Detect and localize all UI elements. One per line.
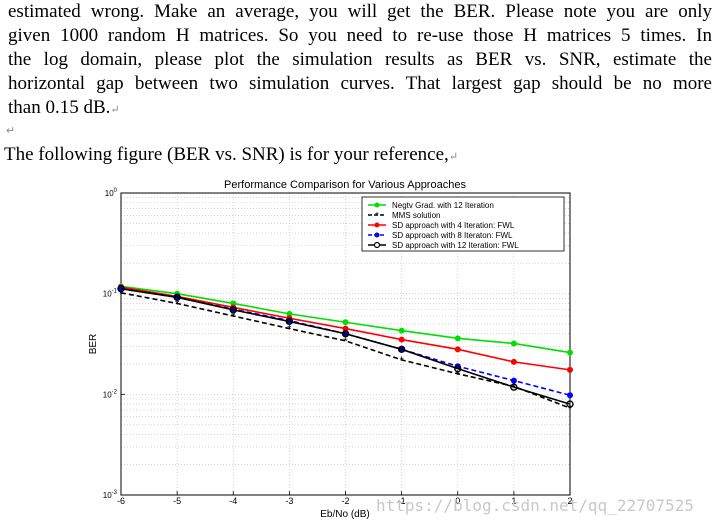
text-line-3: the log domain, please plot the simulati…	[8, 49, 712, 70]
data-point	[567, 366, 573, 373]
legend-marker	[373, 241, 381, 249]
data-point	[454, 346, 461, 353]
chart-series: *********	[117, 283, 574, 415]
text-line-5-content: than 0.15 dB.	[8, 97, 111, 118]
data-point	[342, 325, 349, 332]
data-point	[286, 310, 293, 317]
data-point: *	[343, 336, 348, 348]
legend-marker	[374, 232, 380, 238]
data-point	[117, 285, 125, 293]
x-tick-label: 1	[511, 496, 516, 506]
data-point	[510, 377, 517, 384]
data-point	[567, 392, 573, 399]
text-line-1: estimated wrong. Make an average, you wi…	[8, 1, 712, 22]
data-point	[285, 317, 294, 326]
reference-paragraph-mark-icon: ↵	[448, 151, 459, 163]
data-point	[510, 358, 517, 365]
legend-marker	[374, 202, 380, 208]
chart-legend: Negtv Grad. with 12 Iteration * MMS soluti…	[361, 196, 565, 252]
reference-text-line: The following figure (BER vs. SNR) is fo…	[4, 144, 458, 166]
y-tick-label: 10-1	[103, 289, 118, 299]
legend-entry: SD approach with 4 Iteration: FWL	[368, 221, 515, 230]
empty-line-mark-icon: ↵	[6, 125, 16, 137]
legend-label: SD approach with 8 Iteraton: FWL	[392, 231, 513, 240]
x-axis-ticks: -6 -5 -4 -3 -2 -1 0 1 2	[117, 491, 573, 506]
legend-entry: Negtv Grad. with 12 Iteration	[368, 201, 494, 210]
series-5	[117, 285, 574, 408]
data-point	[567, 349, 573, 356]
y-axis-label: BER	[88, 334, 99, 355]
series-3	[118, 284, 573, 373]
data-point	[398, 336, 405, 343]
legend-entry: * MMS solution	[368, 211, 440, 222]
data-point	[566, 400, 574, 408]
data-point: *	[568, 403, 573, 415]
legend-label: MMS solution	[392, 211, 440, 220]
data-point	[229, 306, 237, 314]
text-line-4: horizontal gap between two simulation cu…	[8, 73, 712, 94]
paragraph: estimated wrong. Make an average, you wi…	[8, 0, 712, 122]
x-tick-label: -3	[285, 496, 293, 506]
reference-text: The following figure (BER vs. SNR) is fo…	[4, 144, 449, 165]
data-point	[173, 293, 181, 302]
y-tick-label: 10-2	[103, 389, 118, 399]
data-point: *	[231, 311, 236, 323]
legend-label: SD approach with 12 Iteration: FWL	[392, 241, 519, 250]
data-point: *	[456, 369, 461, 381]
series-line	[120, 287, 571, 405]
y-tick-label: 100	[105, 188, 118, 198]
data-point	[398, 327, 405, 334]
data-point: *	[287, 324, 292, 336]
series-2: *********	[119, 288, 573, 415]
x-tick-label: 0	[455, 496, 460, 506]
x-tick-label: -6	[117, 496, 125, 506]
y-tick-label: 10-3	[103, 490, 118, 500]
text-line-2: given 1000 random H matrices. So you nee…	[8, 25, 712, 46]
legend-box	[361, 196, 565, 252]
data-point: *	[399, 355, 404, 367]
data-point: *	[119, 288, 124, 300]
x-axis-label: Eb/No (dB)	[320, 509, 369, 520]
x-tick-label: -2	[341, 496, 349, 506]
data-point	[342, 319, 349, 326]
legend-entry: SD approach with 8 Iteraton: FWL	[368, 231, 513, 240]
watermark-text: https://blog.csdn.net/qq_22707525	[376, 496, 694, 515]
data-point	[397, 345, 406, 354]
x-tick-label: -1	[398, 496, 406, 506]
legend-entry: SD approach with 12 Iteration: FWL	[368, 241, 519, 250]
data-point	[454, 335, 461, 342]
chart-title: Performance Comparison for Various Appro…	[224, 179, 466, 191]
text-line-5: than 0.15 dB.↵	[8, 96, 712, 122]
data-point: *	[175, 298, 180, 310]
legend-label: SD approach with 4 Iteration: FWL	[392, 221, 515, 230]
data-point	[454, 364, 462, 373]
x-tick-label: -4	[229, 496, 237, 506]
data-point	[510, 340, 517, 347]
paragraph-mark-icon: ↵	[110, 104, 120, 116]
legend-marker	[374, 222, 380, 228]
y-axis-ticks: 100 10-1 10-2 10-3	[103, 188, 125, 500]
legend-label: Negtv Grad. with 12 Iteration	[392, 201, 494, 210]
x-tick-label: -5	[173, 496, 181, 506]
data-point	[341, 330, 350, 338]
data-point	[510, 383, 518, 391]
x-tick-label: 2	[567, 496, 572, 506]
series-line	[120, 292, 571, 409]
legend-marker: *	[375, 211, 379, 222]
document-text: estimated wrong. Make an average, you wi…	[8, 0, 712, 122]
